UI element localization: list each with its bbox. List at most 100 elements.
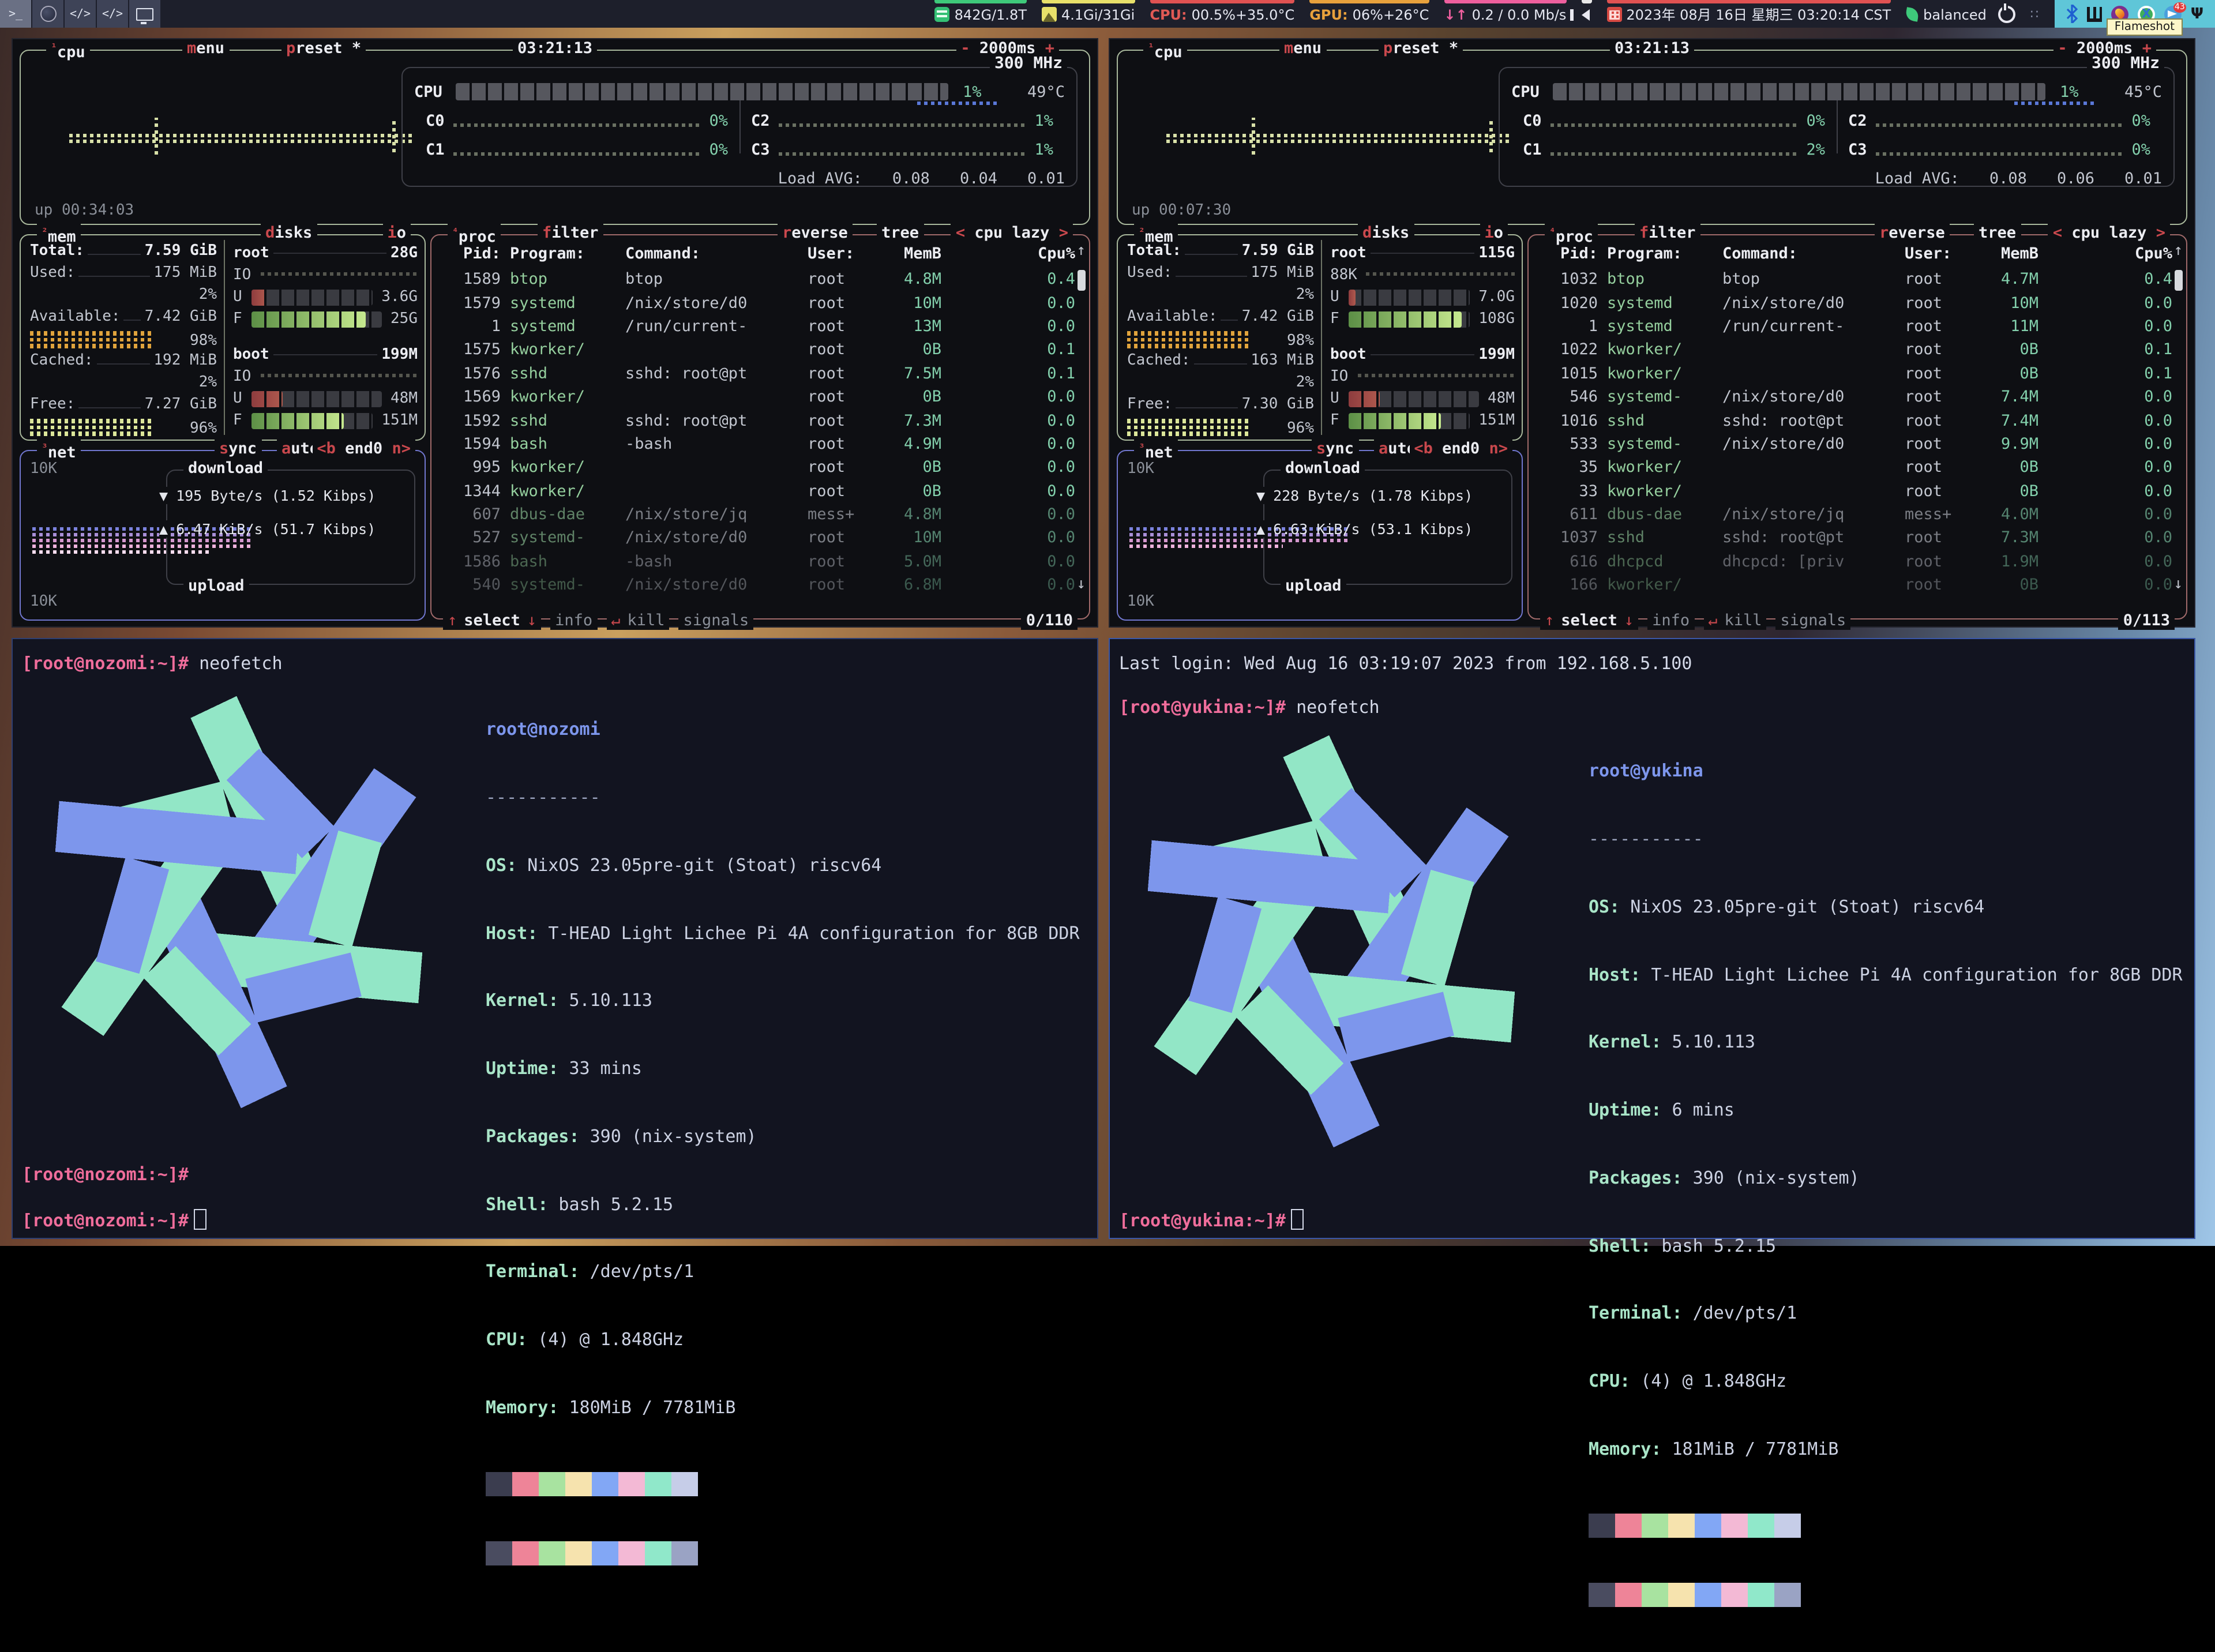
- process-row[interactable]: 527 systemd- /nix/store/d0 root 10M 0.0: [472, 528, 1075, 547]
- process-row[interactable]: 1020 systemd /nix/store/d0 root 10M 0.0: [1560, 294, 2172, 313]
- menu-button[interactable]: menu: [182, 39, 230, 58]
- tray-volume[interactable]: [1570, 0, 1592, 28]
- proc-scrollbar-thumb[interactable]: [2175, 270, 2183, 291]
- proc-info-button[interactable]: info: [1652, 611, 1690, 630]
- mounts-applet-icon[interactable]: [2086, 6, 2102, 21]
- proc-select-button[interactable]: select: [464, 611, 520, 630]
- cpu-graph-spike: [155, 118, 158, 155]
- io-toggle[interactable]: io: [382, 224, 411, 242]
- proc-sort-switcher[interactable]: < cpu lazy >: [951, 224, 1073, 242]
- tray-memory-usage[interactable]: 4.1Gi/31Gi: [1042, 0, 1135, 28]
- tray-network-speed[interactable]: ↓↑ 0.2 / 0.0 Mb/s: [1444, 0, 1567, 28]
- download-speed: 228 Byte/s (1.78 Kibps): [1273, 487, 1473, 504]
- display-icon: [136, 7, 153, 24]
- proc-filter-button[interactable]: filter: [1635, 224, 1700, 242]
- process-row[interactable]: 35 kworker/ root 0B 0.0: [1579, 458, 2172, 477]
- proc-tree-toggle[interactable]: tree: [1974, 224, 2021, 242]
- io-toggle[interactable]: io: [1480, 224, 1508, 242]
- process-row[interactable]: 1 systemd /run/current- root 11M 0.0: [1588, 317, 2172, 336]
- cpu-graph-spike: [1489, 120, 1493, 152]
- tray-cpu-stats[interactable]: CPU: 00.5%+35.0°C: [1150, 0, 1295, 28]
- cpu-box-title: ¹cpu: [46, 39, 90, 62]
- process-row[interactable]: 607 dbus-dae /nix/store/jq mess+ 4.8M 0.…: [472, 505, 1075, 524]
- proc-kill-button[interactable]: kill: [1724, 611, 1762, 630]
- process-row[interactable]: 1586 bash -bash root 5.0M 0.0: [463, 552, 1075, 571]
- btop-window-nozomi: ¹cpu menu preset * 03:21:13 - 2000ms + u…: [12, 38, 1098, 630]
- process-row[interactable]: 1032 btop btop root 4.7M 0.4: [1560, 270, 2172, 289]
- proc-scroll-down-icon[interactable]: ↓: [1076, 576, 1086, 593]
- process-row[interactable]: 1576 sshd sshd: root@pt root 7.5M 0.1: [463, 364, 1075, 383]
- process-row[interactable]: 33 kworker/ root 0B 0.0: [1579, 482, 2172, 501]
- taskbar-item-terminal[interactable]: >_: [0, 0, 31, 28]
- cpu-detail-panel: 300 MHz CPU 1% 45°C C0 0% C2 0% C1 2% C3 0%: [1499, 54, 2175, 187]
- proc-sort-switcher[interactable]: < cpu lazy >: [2048, 224, 2170, 242]
- process-row[interactable]: 1589 btop btop root 4.8M 0.4: [463, 270, 1075, 289]
- taskbar-item-display[interactable]: [129, 0, 160, 28]
- net-interface-switcher[interactable]: <b end0 n>: [312, 440, 415, 458]
- proc-reverse-toggle[interactable]: reverse: [1875, 224, 1950, 242]
- proc-tree-toggle[interactable]: tree: [877, 224, 924, 242]
- process-row[interactable]: 540 systemd- /nix/store/d0 root 6.8M 0.0: [472, 576, 1075, 595]
- terminal-color-swatches: [1589, 1582, 2212, 1607]
- core1-pct: 2%: [1806, 140, 1825, 159]
- proc-select-button[interactable]: select: [1561, 611, 1617, 630]
- terminal-window-yukina[interactable]: Last login: Wed Aug 16 03:19:07 2023 fro…: [1109, 638, 2195, 1607]
- taskbar-item-code[interactable]: </>: [65, 0, 96, 28]
- net-sync-toggle[interactable]: sync: [215, 440, 262, 458]
- tray-clock[interactable]: 2023年 08月 16日 星期三 03:20:14 CST: [1606, 0, 1891, 28]
- process-row[interactable]: 533 systemd- /nix/store/d0 root 9.9M 0.0: [1570, 434, 2172, 453]
- shell-prompt: [root@nozomi:~]#: [22, 1164, 189, 1185]
- proc-kill-button[interactable]: kill: [627, 611, 665, 630]
- proc-info-button[interactable]: info: [555, 611, 593, 630]
- preset-button[interactable]: preset *: [1379, 39, 1463, 58]
- process-row[interactable]: 1344 kworker/ root 0B 0.0: [463, 482, 1075, 501]
- mem-available: 7.42 GiB: [1241, 308, 1314, 325]
- tray-gpu-stats[interactable]: GPU: 06%+26°C: [1309, 0, 1429, 28]
- cpu-stats-value: 00.5%+35.0°C: [1191, 6, 1295, 22]
- process-row[interactable]: 611 dbus-dae /nix/store/jq mess+ 4.0M 0.…: [1570, 505, 2172, 524]
- taskbar-item-code-2[interactable]: </>: [97, 0, 128, 28]
- preset-button[interactable]: preset *: [281, 39, 366, 58]
- disk-boot-size: 199M: [381, 346, 418, 363]
- menu-button[interactable]: menu: [1279, 39, 1327, 58]
- tray-disk-usage[interactable]: 842G/1.8T: [934, 0, 1027, 28]
- cpu-temp: 49°C: [1027, 82, 1065, 101]
- disks-title[interactable]: disks: [1358, 224, 1414, 242]
- speaker-icon: [1570, 9, 1590, 20]
- net-interface-switcher[interactable]: <b end0 n>: [1409, 440, 1512, 458]
- proc-scroll-down-icon[interactable]: ↓: [2173, 576, 2183, 593]
- process-row[interactable]: 1592 sshd sshd: root@pt root 7.3M 0.0: [463, 411, 1075, 430]
- process-row[interactable]: 1579 systemd /nix/store/d0 root 10M 0.0: [463, 294, 1075, 313]
- proc-signals-button[interactable]: signals: [683, 611, 749, 630]
- proc-signals-button[interactable]: signals: [1780, 611, 1846, 630]
- tray-expander[interactable]: ∷: [2030, 0, 2040, 28]
- process-row[interactable]: 1022 kworker/ root 0B 0.1: [1560, 340, 2172, 359]
- process-row[interactable]: 1569 kworker/ root 0B 0.0: [463, 388, 1075, 407]
- disks-title[interactable]: disks: [261, 224, 317, 242]
- process-row[interactable]: 546 systemd- /nix/store/d0 root 7.4M 0.0: [1570, 388, 2172, 407]
- proc-scrollbar-thumb[interactable]: [1078, 270, 1086, 291]
- proc-scroll-up-icon[interactable]: ↑: [2173, 242, 2183, 260]
- mem-cached: 192 MiB: [153, 352, 217, 369]
- proc-filter-button[interactable]: filter: [538, 224, 603, 242]
- terminal-window-nozomi[interactable]: [root@nozomi:~]# neofetch root@nozomi --…: [12, 638, 1098, 1565]
- process-row[interactable]: 1016 sshd sshd: root@pt root 7.4M 0.0: [1560, 411, 2172, 430]
- process-row[interactable]: 1037 sshd sshd: root@pt root 7.3M 0.0: [1560, 528, 2172, 547]
- process-row[interactable]: 1 systemd /run/current- root 13M 0.0: [491, 317, 1075, 336]
- net-sync-toggle[interactable]: sync: [1312, 440, 1359, 458]
- process-row[interactable]: 616 dhcpcd dhcpcd: [priv root 1.9M 0.0: [1570, 552, 2172, 571]
- process-row[interactable]: 995 kworker/ root 0B 0.0: [472, 458, 1075, 477]
- process-row[interactable]: 1594 bash -bash root 4.9M 0.0: [463, 434, 1075, 453]
- taskbar-item-browser[interactable]: [32, 0, 63, 28]
- mem-total: 7.59 GiB: [144, 242, 217, 260]
- cpu-frequency: 300 MHz: [989, 54, 1067, 73]
- tray-power-profile[interactable]: balanced: [1905, 0, 2015, 28]
- process-row[interactable]: 1575 kworker/ root 0B 0.1: [463, 340, 1075, 359]
- process-row[interactable]: 166 kworker/ root 0B 0.0: [1570, 576, 2172, 595]
- usb-icon[interactable]: Ψ: [2190, 5, 2203, 22]
- bluetooth-icon[interactable]: [2066, 5, 2078, 23]
- proc-reverse-toggle[interactable]: reverse: [778, 224, 853, 242]
- proc-scroll-up-icon[interactable]: ↑: [1076, 242, 1086, 260]
- process-row[interactable]: 1015 kworker/ root 0B 0.1: [1560, 364, 2172, 383]
- mem-free: 7.27 GiB: [144, 396, 217, 413]
